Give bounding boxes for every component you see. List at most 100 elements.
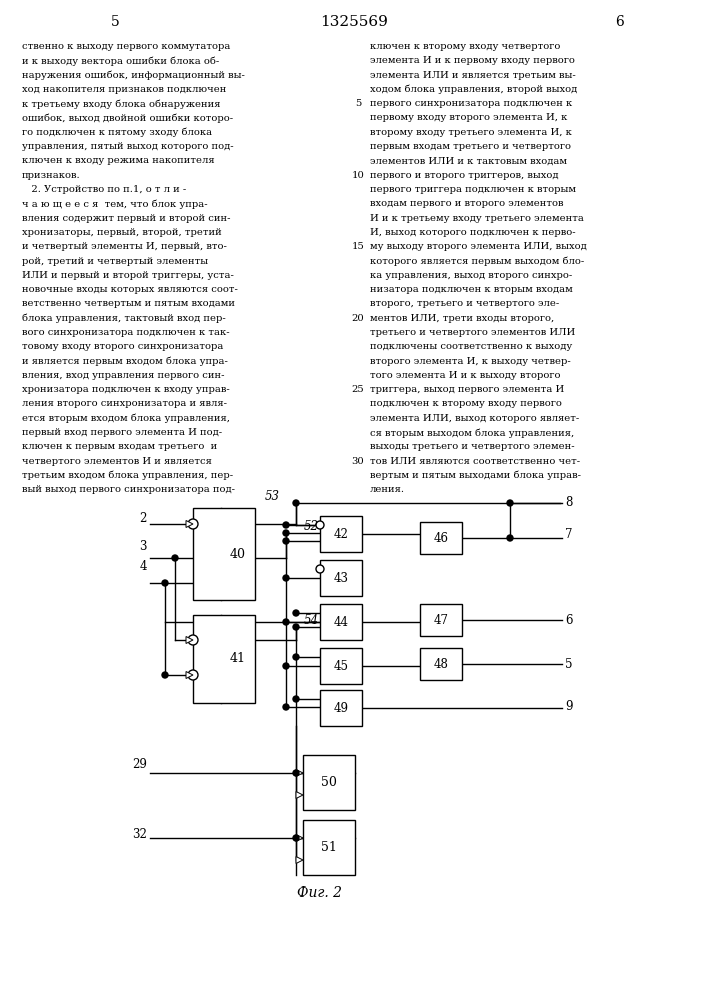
Polygon shape [186,520,193,528]
Bar [193,615,255,703]
Text: 43: 43 [334,572,349,584]
Text: третьего и четвертого элементов ИЛИ: третьего и четвертого элементов ИЛИ [370,328,575,337]
Text: наружения ошибок, информационный вы-: наружения ошибок, информационный вы- [22,71,245,80]
Text: ошибок, выход двойной ошибки которо-: ошибок, выход двойной ошибки которо- [22,113,233,123]
Text: му выходу второго элемента ИЛИ, выход: му выходу второго элемента ИЛИ, выход [370,242,587,251]
Text: 20: 20 [351,314,364,323]
Text: ходом блока управления, второй выход: ходом блока управления, второй выход [370,85,577,94]
Text: го подключен к пятому зходу блока: го подключен к пятому зходу блока [22,128,212,137]
Text: блока управления, тактовый вход пер-: блока управления, тактовый вход пер- [22,314,226,323]
Polygon shape [186,672,193,678]
Circle shape [507,535,513,541]
Text: хронизатора подключен к входу управ-: хронизатора подключен к входу управ- [22,385,230,394]
Text: первым входам третьего и четвертого: первым входам третьего и четвертого [370,142,571,151]
Text: 40: 40 [230,548,245,560]
Circle shape [188,519,198,529]
Circle shape [188,670,198,680]
Text: 6: 6 [616,15,624,29]
Text: и является первым входом блока упра-: и является первым входом блока упра- [22,357,228,366]
Circle shape [293,696,299,702]
Circle shape [283,530,289,536]
Text: 15: 15 [351,242,364,251]
Text: Фиг. 2: Фиг. 2 [298,886,342,900]
Text: 52: 52 [303,520,318,532]
Text: И, выход которого подключен к перво-: И, выход которого подключен к перво- [370,228,575,237]
Text: 44: 44 [334,615,349,629]
Bar [320,648,362,684]
Text: ка управления, выход второго синхро-: ка управления, выход второго синхро- [370,271,572,280]
Bar [420,648,462,680]
Bar [303,820,355,875]
Text: 54: 54 [303,613,318,626]
Text: того элемента И и к выходу второго: того элемента И и к выходу второго [370,371,561,380]
Text: подключены соответственно к выходу: подключены соответственно к выходу [370,342,572,351]
Circle shape [293,624,299,630]
Text: 32: 32 [132,828,147,842]
Text: 51: 51 [321,841,337,854]
Text: вый выход первого синхронизатора под-: вый выход первого синхронизатора под- [22,485,235,494]
Text: 46: 46 [433,532,448,544]
Bar [420,522,462,554]
Text: новочные входы которых являются соот-: новочные входы которых являются соот- [22,285,238,294]
Text: 29: 29 [132,758,147,772]
Bar [193,508,255,600]
Text: вертым и пятым выходами блока управ-: вертым и пятым выходами блока управ- [370,471,581,481]
Text: ментов ИЛИ, трети входы второго,: ментов ИЛИ, трети входы второго, [370,314,554,323]
Circle shape [172,555,178,561]
Text: ления второго синхронизатора и явля-: ления второго синхронизатора и явля- [22,399,227,408]
Text: второму входу третьего элемента И, к: второму входу третьего элемента И, к [370,128,572,137]
Polygon shape [296,792,303,798]
Circle shape [293,770,299,776]
Text: ход накопителя признаков подключен: ход накопителя признаков подключен [22,85,226,94]
Text: 1325569: 1325569 [320,15,388,29]
Text: первому входу второго элемента И, к: первому входу второго элемента И, к [370,113,568,122]
Text: 2: 2 [139,512,147,526]
Text: ветственно четвертым и пятым входами: ветственно четвертым и пятым входами [22,299,235,308]
Text: ственно к выходу первого коммутатора: ственно к выходу первого коммутатора [22,42,230,51]
Text: 42: 42 [334,528,349,540]
Text: вления содержит первый и второй син-: вления содержит первый и второй син- [22,214,230,223]
Text: которого является первым выходом бло-: которого является первым выходом бло- [370,256,584,266]
Text: элементов ИЛИ и к тактовым входам: элементов ИЛИ и к тактовым входам [370,156,567,165]
Circle shape [188,635,198,645]
Text: 47: 47 [433,613,448,626]
Text: элемента ИЛИ и является третьим вы-: элемента ИЛИ и является третьим вы- [370,71,575,80]
Text: 3: 3 [139,540,147,552]
Text: второго, третьего и четвертого эле-: второго, третьего и четвертого эле- [370,299,559,308]
Text: третьим входом блока управления, пер-: третьим входом блока управления, пер- [22,471,233,481]
Text: 4: 4 [139,560,147,572]
Text: низатора подключен к вторым входам: низатора подключен к вторым входам [370,285,573,294]
Text: первого синхронизатора подключен к: первого синхронизатора подключен к [370,99,572,108]
Polygon shape [296,770,303,776]
Circle shape [293,500,299,506]
Text: 30: 30 [351,457,364,466]
Circle shape [316,565,324,573]
Bar [320,560,362,596]
Circle shape [283,538,289,544]
Text: 5: 5 [565,658,573,670]
Text: ч а ю щ е е с я  тем, что блок упра-: ч а ю щ е е с я тем, что блок упра- [22,199,208,209]
Bar [320,516,362,552]
Text: 41: 41 [230,652,245,666]
Text: 7: 7 [565,528,573,542]
Text: и к выходу вектора ошибки блока об-: и к выходу вектора ошибки блока об- [22,56,219,66]
Text: ется вторым входом блока управления,: ется вторым входом блока управления, [22,414,230,423]
Text: ключен к второму входу четвертого: ключен к второму входу четвертого [370,42,561,51]
Bar [420,604,462,636]
Circle shape [283,704,289,710]
Text: второго элемента И, к выходу четвер-: второго элемента И, к выходу четвер- [370,357,571,366]
Text: 9: 9 [565,700,573,712]
Text: к третьему входу блока обнаружения: к третьему входу блока обнаружения [22,99,221,109]
Text: рой, третий и четвертый элементы: рой, третий и четвертый элементы [22,256,208,265]
Text: вления, вход управления первого син-: вления, вход управления первого син- [22,371,225,380]
Text: ИЛИ и первый и второй триггеры, уста-: ИЛИ и первый и второй триггеры, уста- [22,271,234,280]
Circle shape [293,610,299,616]
Text: входам первого и второго элементов: входам первого и второго элементов [370,199,563,208]
Text: и четвертый элементы И, первый, вто-: и четвертый элементы И, первый, вто- [22,242,227,251]
Circle shape [162,580,168,586]
Text: элемента ИЛИ, выход которого являет-: элемента ИЛИ, выход которого являет- [370,414,579,423]
Polygon shape [186,637,193,644]
Text: 50: 50 [321,776,337,789]
Text: ключен к первым входам третьего  и: ключен к первым входам третьего и [22,442,217,451]
Text: 25: 25 [351,385,364,394]
